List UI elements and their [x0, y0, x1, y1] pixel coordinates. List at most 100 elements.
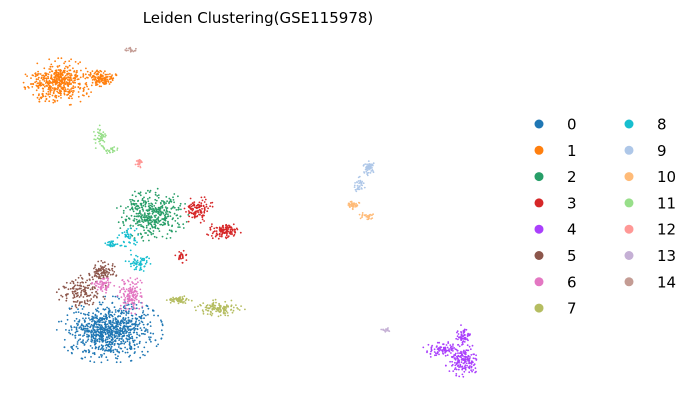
scatter-point — [122, 240, 125, 243]
scatter-point — [172, 205, 175, 208]
scatter-point — [116, 147, 119, 150]
scatter-point — [117, 221, 120, 224]
scatter-point — [117, 309, 119, 312]
scatter-point — [64, 323, 67, 325]
legend-item-13: 13 — [624, 247, 676, 265]
scatter-point — [469, 348, 472, 351]
scatter-point — [96, 280, 98, 283]
scatter-point — [134, 287, 137, 290]
scatter-point — [149, 339, 151, 341]
scatter-point — [113, 271, 116, 273]
scatter-point — [167, 213, 169, 216]
scatter-point — [159, 223, 162, 226]
scatter-point — [101, 325, 103, 328]
scatter-point — [234, 231, 237, 234]
scatter-point — [77, 95, 80, 98]
scatter-point — [83, 334, 85, 336]
scatter-point — [134, 297, 137, 299]
scatter-point — [147, 220, 149, 222]
scatter-point — [51, 80, 54, 82]
scatter-point — [157, 343, 160, 346]
scatter-point — [372, 170, 374, 172]
scatter-point — [52, 99, 55, 101]
scatter-point — [145, 201, 148, 204]
scatter-point — [131, 49, 134, 52]
scatter-point — [123, 324, 126, 327]
scatter-point — [90, 298, 93, 300]
scatter-point — [190, 208, 193, 211]
scatter-point — [109, 151, 111, 154]
scatter-point — [78, 83, 81, 86]
scatter-point — [187, 299, 190, 301]
scatter-point — [90, 331, 93, 333]
scatter-point — [89, 288, 92, 291]
scatter-point — [123, 293, 125, 296]
scatter-point — [110, 336, 113, 338]
scatter-point — [116, 149, 119, 151]
scatter-point — [148, 336, 150, 338]
scatter-point — [105, 347, 108, 349]
scatter-point — [99, 268, 102, 270]
scatter-point — [169, 237, 172, 239]
scatter-point — [86, 284, 89, 287]
scatter-point — [72, 300, 75, 303]
scatter-point — [199, 211, 202, 214]
scatter-point — [222, 226, 225, 229]
scatter-point — [167, 220, 169, 223]
scatter-point — [167, 224, 170, 226]
scatter-point — [57, 95, 60, 98]
scatter-point — [61, 81, 64, 83]
scatter-point — [133, 268, 136, 271]
scatter-point — [47, 75, 49, 78]
scatter-point — [81, 278, 84, 280]
scatter-point — [230, 305, 233, 308]
scatter-point — [162, 202, 165, 204]
scatter-point — [147, 221, 150, 224]
scatter-point — [206, 307, 209, 309]
scatter-point — [155, 345, 158, 348]
scatter-point — [147, 189, 149, 192]
scatter-point — [445, 344, 448, 346]
scatter-point — [198, 201, 201, 204]
scatter-point — [131, 299, 134, 302]
scatter-point — [135, 336, 138, 339]
scatter-point — [192, 208, 195, 211]
scatter-point — [82, 305, 85, 308]
scatter-point — [68, 329, 71, 332]
scatter-point — [103, 261, 106, 264]
scatter-point — [130, 214, 133, 217]
scatter-point — [66, 314, 69, 317]
scatter-point — [83, 290, 85, 293]
scatter-point — [126, 295, 128, 298]
scatter-point — [205, 308, 207, 311]
scatter-point — [112, 319, 115, 322]
scatter-point — [105, 281, 107, 284]
scatter-point — [109, 75, 111, 78]
scatter-point — [117, 335, 119, 337]
scatter-point — [116, 357, 119, 360]
scatter-point — [220, 235, 223, 238]
scatter-point — [132, 282, 134, 285]
scatter-point — [149, 227, 152, 230]
scatter-point — [95, 268, 97, 271]
scatter-point — [127, 303, 130, 306]
scatter-point — [127, 228, 129, 230]
scatter-point — [131, 317, 134, 320]
scatter-point — [109, 78, 112, 80]
scatter-point — [123, 224, 125, 227]
scatter-point — [168, 202, 170, 205]
scatter-point — [357, 180, 360, 182]
scatter-point — [444, 354, 447, 357]
scatter-point — [47, 82, 49, 85]
scatter-point — [129, 47, 132, 50]
scatter-point — [107, 334, 110, 336]
legend-marker — [534, 277, 544, 287]
scatter-point — [64, 88, 67, 91]
scatter-point — [205, 304, 208, 307]
scatter-point — [100, 70, 103, 73]
scatter-point — [198, 213, 200, 216]
scatter-point — [205, 203, 208, 206]
scatter-point — [181, 296, 184, 298]
scatter-point — [361, 216, 363, 219]
scatter-point — [85, 92, 88, 94]
